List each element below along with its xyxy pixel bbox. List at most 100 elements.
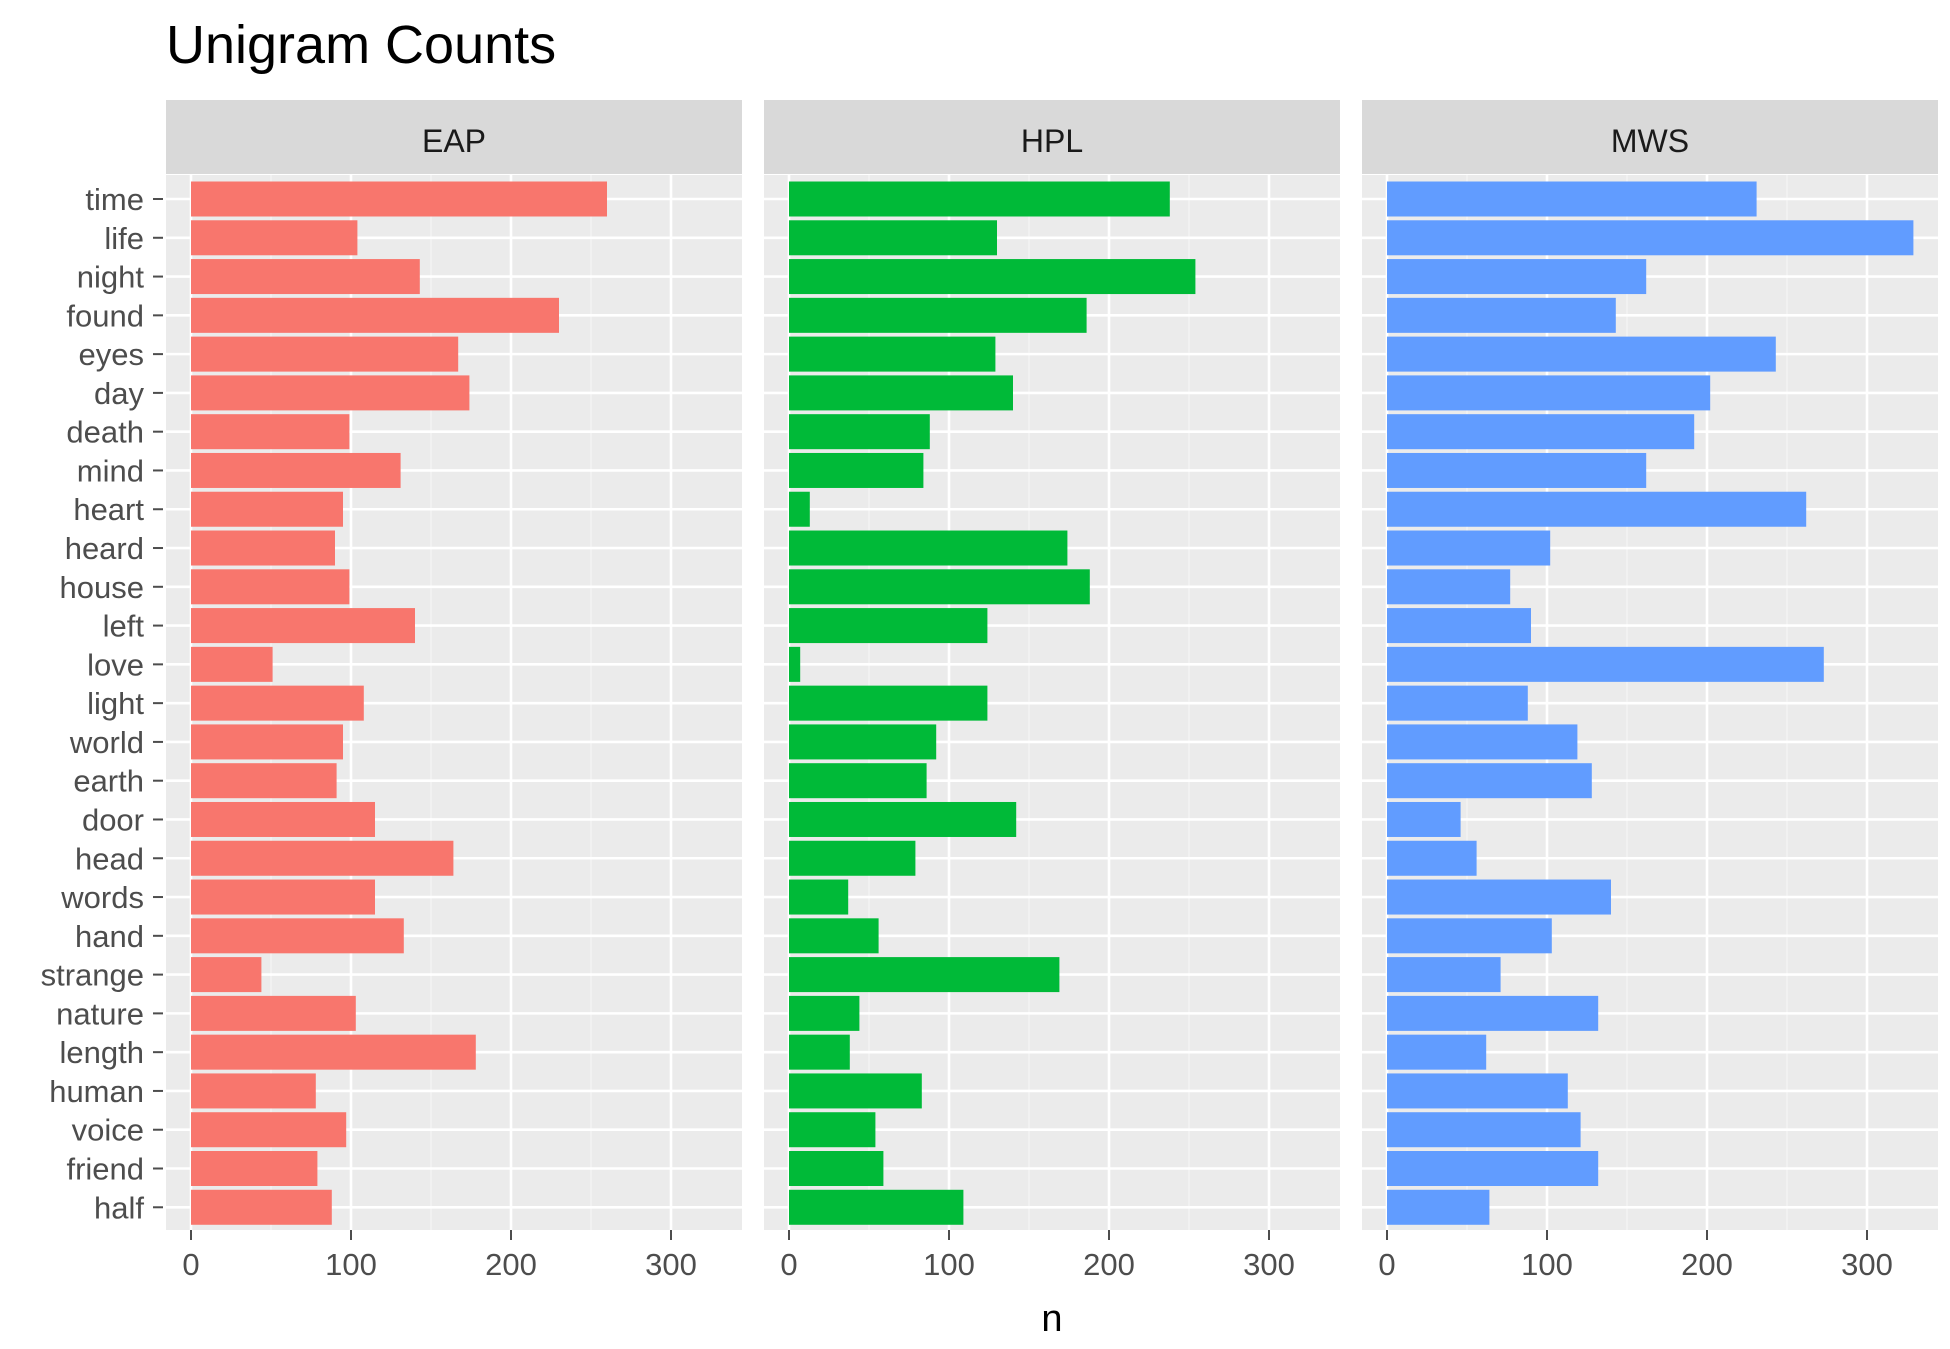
x-tick-label: 0 [780, 1247, 797, 1282]
category-label: life [104, 221, 144, 256]
bar-eap-love [191, 646, 273, 682]
bar-eap-day [191, 375, 470, 411]
bar-mws-left [1387, 608, 1531, 644]
bar-mws-heard [1387, 530, 1551, 566]
bar-mws-light [1387, 685, 1528, 721]
bar-hpl-strange [789, 957, 1060, 993]
category-label: left [103, 609, 145, 644]
bar-hpl-mind [789, 452, 924, 488]
category-label: house [60, 570, 144, 605]
bar-hpl-heard [789, 530, 1068, 566]
bar-eap-heard [191, 530, 335, 566]
facet-strip [764, 100, 1340, 174]
bar-hpl-human [789, 1073, 922, 1109]
bar-mws-day [1387, 375, 1711, 411]
category-label: world [69, 725, 144, 760]
category-label: hand [75, 919, 144, 954]
bar-mws-nature [1387, 995, 1599, 1031]
x-axis-title: n [1041, 1298, 1062, 1340]
x-tick-label: 0 [1378, 1247, 1395, 1282]
bar-eap-hand [191, 918, 404, 954]
bar-eap-found [191, 297, 559, 333]
category-label: half [94, 1190, 144, 1225]
bar-hpl-earth [789, 763, 927, 799]
bar-eap-head [191, 840, 454, 876]
bar-eap-time [191, 181, 607, 217]
x-tick-label: 0 [182, 1247, 199, 1282]
x-tick-label: 200 [485, 1247, 537, 1282]
x-tick-label: 100 [923, 1247, 975, 1282]
bar-hpl-half [789, 1189, 964, 1225]
bar-mws-life [1387, 220, 1914, 256]
bar-hpl-nature [789, 995, 860, 1031]
bar-eap-length [191, 1034, 476, 1070]
bar-eap-mind [191, 452, 401, 488]
bar-mws-half [1387, 1189, 1490, 1225]
bar-mws-friend [1387, 1151, 1599, 1186]
bar-eap-door [191, 801, 375, 837]
bar-mws-time [1387, 181, 1757, 217]
x-tick-label: 200 [1083, 1247, 1135, 1282]
category-label: nature [56, 996, 144, 1031]
category-label: heart [73, 492, 144, 527]
x-tick-label: 300 [1841, 1247, 1893, 1282]
facet-label: EAP [422, 123, 486, 159]
bar-eap-strange [191, 957, 262, 993]
bar-hpl-life [789, 220, 997, 256]
category-label: eyes [79, 337, 144, 372]
bar-hpl-length [789, 1034, 850, 1070]
category-label: light [87, 686, 144, 721]
facet-strip [166, 100, 742, 174]
bar-eap-death [191, 414, 350, 450]
bar-mws-door [1387, 801, 1461, 837]
bar-hpl-world [789, 724, 937, 760]
bar-mws-length [1387, 1034, 1487, 1070]
bar-hpl-friend [789, 1151, 884, 1186]
bar-mws-night [1387, 259, 1647, 295]
category-label: found [66, 298, 144, 333]
bar-hpl-eyes [789, 336, 996, 372]
bar-hpl-head [789, 840, 916, 876]
category-label: mind [77, 453, 144, 488]
category-label: voice [72, 1113, 144, 1148]
bar-hpl-light [789, 685, 988, 721]
category-label: time [85, 182, 144, 217]
bar-mws-love [1387, 646, 1824, 682]
category-label: night [77, 260, 145, 295]
bar-eap-nature [191, 995, 356, 1031]
bar-mws-world [1387, 724, 1578, 760]
category-label: human [49, 1074, 144, 1109]
x-tick-label: 100 [1521, 1247, 1573, 1282]
facet-label: MWS [1611, 123, 1689, 159]
bar-eap-voice [191, 1112, 347, 1148]
bar-hpl-voice [789, 1112, 876, 1148]
bar-hpl-time [789, 181, 1170, 217]
category-label: length [60, 1035, 144, 1070]
bar-mws-eyes [1387, 336, 1776, 372]
bar-eap-heart [191, 491, 343, 527]
bar-mws-earth [1387, 763, 1592, 799]
bar-mws-hand [1387, 918, 1552, 954]
bar-hpl-words [789, 879, 849, 915]
bar-mws-heart [1387, 491, 1807, 527]
bar-hpl-love [789, 646, 801, 682]
category-label: head [75, 841, 144, 876]
category-label: friend [66, 1152, 144, 1187]
bar-mws-death [1387, 414, 1695, 450]
bar-eap-light [191, 685, 364, 721]
bar-eap-house [191, 569, 350, 605]
bar-hpl-left [789, 608, 988, 644]
category-label: heard [65, 531, 144, 566]
bar-eap-left [191, 608, 415, 644]
bar-hpl-day [789, 375, 1013, 411]
bar-eap-friend [191, 1151, 318, 1186]
bar-mws-head [1387, 840, 1477, 876]
category-label: strange [41, 958, 144, 993]
bar-eap-world [191, 724, 343, 760]
x-tick-label: 300 [645, 1247, 697, 1282]
bar-mws-strange [1387, 957, 1501, 993]
bar-mws-found [1387, 297, 1616, 333]
bar-mws-words [1387, 879, 1611, 915]
